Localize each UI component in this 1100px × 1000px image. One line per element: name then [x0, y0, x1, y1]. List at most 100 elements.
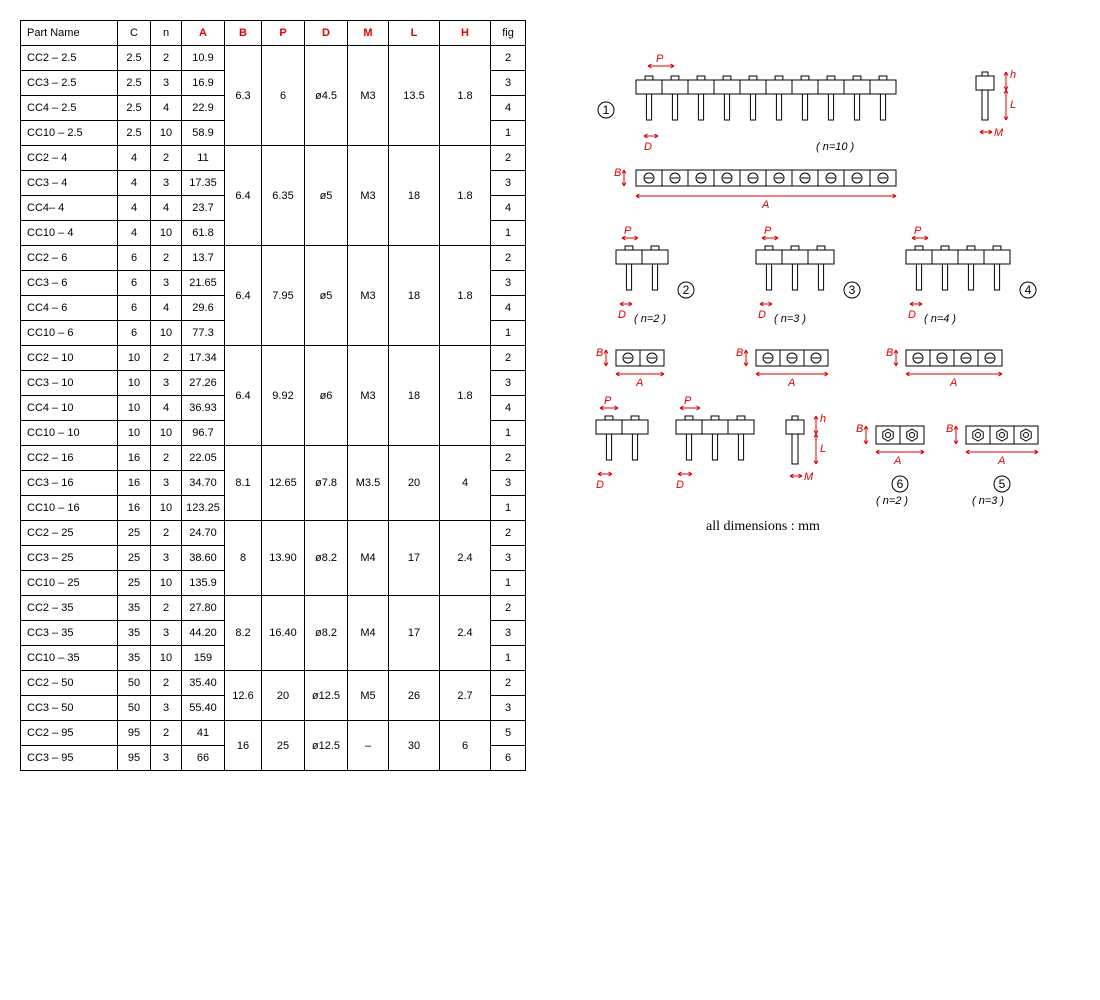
table-cell: CC3 – 10 [21, 371, 118, 396]
table-cell: 10 [118, 346, 151, 371]
table-cell: 16 [118, 471, 151, 496]
table-cell: 2.5 [118, 46, 151, 71]
table-cell: 25 [262, 721, 305, 771]
svg-text:( n=3 ): ( n=3 ) [972, 495, 1004, 507]
figure-diagrams: 1PD( n=10 )hLMBAPD2( n=2 )PD3( n=3 )PD4(… [556, 20, 1080, 771]
svg-text:( n=3 ): ( n=3 ) [774, 313, 806, 325]
col-header: B [225, 21, 262, 46]
svg-text:( n=2 ): ( n=2 ) [876, 495, 908, 507]
table-cell: M4 [348, 521, 389, 596]
table-cell: M3 [348, 146, 389, 246]
table-cell: 2 [491, 246, 526, 271]
svg-text:P: P [684, 395, 692, 407]
table-cell: 2 [151, 671, 182, 696]
table-cell: 18 [389, 346, 440, 446]
table-cell: 3 [151, 621, 182, 646]
table-cell: 4 [151, 296, 182, 321]
table-cell: 77.3 [182, 321, 225, 346]
table-cell: 2 [491, 671, 526, 696]
table-cell: 10 [151, 121, 182, 146]
table-cell: 6.4 [225, 246, 262, 346]
table-cell: 4 [118, 221, 151, 246]
table-cell: 50 [118, 671, 151, 696]
col-header: n [151, 21, 182, 46]
svg-text:6: 6 [897, 477, 904, 491]
table-cell: 6 [118, 321, 151, 346]
table-cell: 22.05 [182, 446, 225, 471]
table-cell: 44.20 [182, 621, 225, 646]
table-cell: M3.5 [348, 446, 389, 521]
table-cell: 35 [118, 646, 151, 671]
table-cell: 4 [151, 396, 182, 421]
table-cell: ø8.2 [305, 596, 348, 671]
table-cell: 6 [440, 721, 491, 771]
svg-text:B: B [886, 347, 893, 359]
svg-text:h: h [820, 413, 826, 425]
table-cell: CC3 – 25 [21, 546, 118, 571]
table-cell: M3 [348, 46, 389, 146]
table-cell: 25 [118, 546, 151, 571]
table-cell: 10 [118, 371, 151, 396]
table-cell: 16 [118, 496, 151, 521]
table-cell: 30 [389, 721, 440, 771]
table-cell: 16.9 [182, 71, 225, 96]
svg-text:3: 3 [849, 283, 856, 297]
table-cell: CC10 – 10 [21, 421, 118, 446]
svg-text:P: P [764, 225, 772, 237]
table-cell: 10 [118, 396, 151, 421]
svg-text:P: P [914, 225, 922, 237]
table-cell: 6 [491, 746, 526, 771]
table-cell: 12.6 [225, 671, 262, 721]
table-cell: 2.7 [440, 671, 491, 721]
table-cell: 2 [491, 46, 526, 71]
table-cell: CC4 – 2.5 [21, 96, 118, 121]
table-cell: 1.8 [440, 346, 491, 446]
table-cell: 2 [151, 521, 182, 546]
table-cell: 3 [151, 546, 182, 571]
table-cell: CC3 – 35 [21, 621, 118, 646]
col-header: A [182, 21, 225, 46]
table-cell: 3 [151, 471, 182, 496]
table-cell: 1 [491, 571, 526, 596]
table-cell: 4 [118, 146, 151, 171]
table-cell: CC4– 4 [21, 196, 118, 221]
table-cell: M3 [348, 346, 389, 446]
svg-text:A: A [761, 199, 769, 211]
table-cell: 24.70 [182, 521, 225, 546]
svg-text:L: L [1010, 99, 1016, 111]
table-cell: ø8.2 [305, 521, 348, 596]
svg-text:4: 4 [1025, 283, 1032, 297]
table-cell: 123.25 [182, 496, 225, 521]
table-cell: 2 [151, 446, 182, 471]
table-cell: 29.6 [182, 296, 225, 321]
table-cell: ø4.5 [305, 46, 348, 146]
svg-text:P: P [624, 225, 632, 237]
table-cell: M5 [348, 671, 389, 721]
table-cell: 17.34 [182, 346, 225, 371]
table-cell: 50 [118, 696, 151, 721]
table-cell: CC2 – 4 [21, 146, 118, 171]
table-cell: 13.5 [389, 46, 440, 146]
table-cell: 10 [118, 421, 151, 446]
table-cell: 4 [491, 296, 526, 321]
table-cell: 3 [151, 371, 182, 396]
table-cell: 2 [151, 146, 182, 171]
table-cell: CC3 – 4 [21, 171, 118, 196]
table-cell: CC3 – 6 [21, 271, 118, 296]
table-cell: 35.40 [182, 671, 225, 696]
table-cell: 5 [491, 721, 526, 746]
svg-text:P: P [656, 53, 664, 65]
col-header: H [440, 21, 491, 46]
table-cell: 1 [491, 121, 526, 146]
table-cell: 4 [151, 196, 182, 221]
table-cell: 1 [491, 496, 526, 521]
table-cell: 3 [491, 271, 526, 296]
svg-text:D: D [596, 479, 604, 491]
table-cell: 3 [491, 621, 526, 646]
table-cell: 2 [151, 721, 182, 746]
table-cell: 10 [151, 571, 182, 596]
table-cell: 2 [491, 146, 526, 171]
table-cell: 6 [118, 296, 151, 321]
table-cell: CC2 – 50 [21, 671, 118, 696]
table-cell: 4 [491, 396, 526, 421]
